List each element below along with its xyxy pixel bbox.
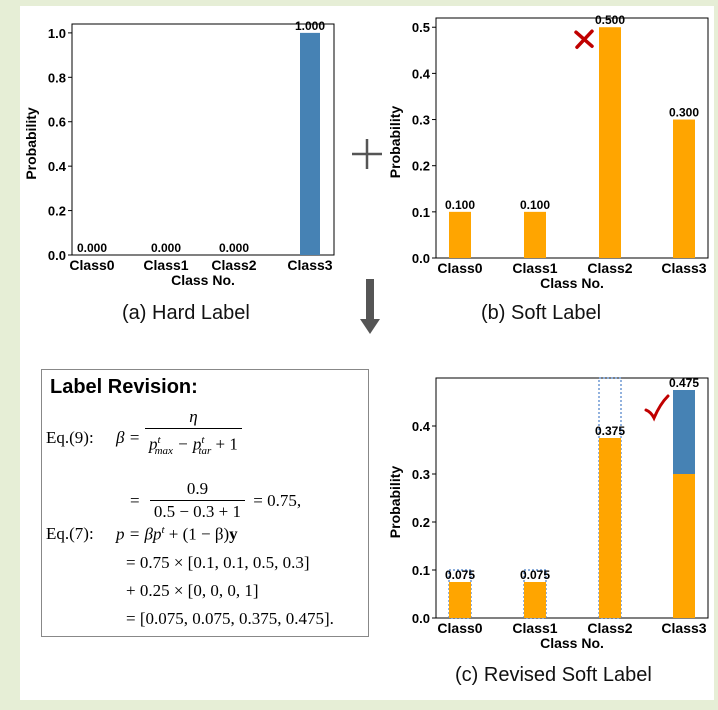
eq7-line1-y: y (229, 524, 238, 544)
data-label: 0.375 (595, 424, 625, 438)
x-tick-label: Class0 (69, 257, 114, 273)
bar-segment-0-class3 (673, 474, 695, 618)
revised-soft-label-chart: 0.0 0.1 0.2 0.3 0.4 0.075 0.075 0.375 0.475 Class… (387, 376, 709, 651)
soft-label-caption: (b) Soft Label (481, 302, 602, 324)
x-tick-label: Class3 (287, 257, 332, 273)
label-revision-box: Label Revision: Eq.(9): β = η ptmax − pt… (41, 369, 369, 637)
hard-label-caption: (a) Hard Label (122, 302, 250, 324)
x-tick-label: Class2 (211, 257, 256, 273)
bar-segment-1-class3 (673, 390, 695, 474)
x-tick-label: Class0 (437, 620, 482, 636)
data-label: 0.000 (151, 241, 181, 255)
y-tick-label: 0.5 (412, 20, 430, 35)
x-axis-label: Class No. (540, 275, 604, 291)
eq9-den-sup1: t (157, 434, 161, 446)
y-tick-label: 0.0 (412, 611, 430, 626)
y-tick-label: 0.2 (412, 515, 430, 530)
bar-segment-0-class1 (524, 582, 546, 618)
y-tick-label: 0.6 (48, 115, 66, 130)
eq9-line2: = 0.9 0.5 − 0.3 + 1 = 0.75, (130, 478, 301, 523)
hard-label-chart: 0.0 0.2 0.4 0.6 0.8 1.0 0.000 0.000 0.000 1.000 Cl… (23, 19, 335, 288)
y-tick-label: 0.1 (412, 563, 430, 578)
eq9-den-sup2: t (201, 434, 205, 446)
data-label: 1.000 (295, 19, 325, 33)
data-label: 0.000 (77, 241, 107, 255)
y-axis-label: Probability (387, 106, 403, 179)
y-axis-label: Probability (23, 107, 39, 180)
down-arrow-icon (360, 279, 380, 334)
plot-frame (71, 23, 335, 256)
eq9-eq2: = (130, 490, 140, 510)
eq9-den-sub2: tar (198, 445, 212, 458)
plot-frame (435, 17, 709, 259)
bar-segment-0-class2 (599, 438, 621, 618)
eq7-line2: = 0.75 × [0.1, 0.1, 0.5, 0.3] (126, 553, 310, 572)
eq9-den-minus: − p (172, 434, 202, 454)
eq9-numerator2: 0.9 (149, 478, 246, 501)
x-tick-label: Class0 (437, 260, 482, 276)
soft-label-chart: 0.0 0.1 0.2 0.3 0.4 0.5 0.100 0.100 0.500 0.300 Cl… (387, 13, 709, 291)
eq7-line1: p = βpt + (1 − β)y (116, 524, 238, 545)
bar-class0 (449, 211, 471, 258)
eq9-fraction: η ptmax − pttar + 1 (145, 406, 242, 462)
revised-soft-label-caption: (c) Revised Soft Label (455, 664, 652, 686)
x-tick-label: Class2 (587, 260, 632, 276)
y-tick-label: 1.0 (48, 26, 66, 41)
data-label: 0.500 (595, 13, 625, 27)
x-tick-label: Class3 (661, 620, 706, 636)
plus-icon (352, 139, 382, 169)
eq9-denominator2: 0.5 − 0.3 + 1 (153, 502, 242, 521)
eq9-result: = 0.75, (253, 490, 302, 510)
x-axis-label: Class No. (540, 635, 604, 651)
cross-icon (574, 29, 594, 49)
eq9-den-plus: + 1 (211, 434, 238, 454)
eq9-den-sub1: max (154, 445, 173, 458)
eq9-lhs: β = (116, 428, 141, 447)
x-tick-label: Class3 (661, 260, 706, 276)
eq7-label: Eq.(7): (46, 524, 94, 543)
x-tick-label: Class2 (587, 620, 632, 636)
x-axis-label: Class No. (171, 272, 235, 288)
bar-class3 (300, 32, 320, 256)
eq9-den-p1: p (149, 434, 158, 454)
label-revision-title: Label Revision: (50, 376, 198, 398)
eq9-label: Eq.(9): (46, 428, 94, 447)
y-tick-label: 0.0 (48, 248, 66, 263)
y-tick-label: 0.2 (412, 159, 430, 174)
data-label: 0.300 (669, 106, 699, 120)
y-tick-label: 0.3 (412, 113, 430, 128)
bar-class2 (599, 27, 621, 258)
plot-frame (435, 377, 709, 619)
eq7-line1-rest: + (1 − β) (164, 524, 230, 544)
x-tick-label: Class1 (512, 260, 557, 276)
data-label: 0.075 (445, 568, 475, 582)
y-tick-label: 0.8 (48, 70, 66, 85)
x-tick-label: Class1 (143, 257, 188, 273)
y-tick-label: 0.2 (48, 204, 66, 219)
y-tick-label: 0.4 (412, 419, 431, 434)
bar-class3 (673, 119, 695, 259)
y-axis-label: Probability (387, 466, 403, 539)
y-tick-label: 0.3 (412, 467, 430, 482)
y-tick-label: 0.1 (412, 205, 430, 220)
eq7-line4: = [0.075, 0.075, 0.375, 0.475]. (126, 609, 334, 628)
y-tick-label: 0.0 (412, 251, 430, 266)
data-label: 0.100 (445, 198, 475, 212)
data-label: 0.000 (219, 241, 249, 255)
y-tick-label: 0.4 (412, 66, 431, 81)
data-label: 0.075 (520, 568, 550, 582)
bar-class1 (524, 211, 546, 258)
y-tick-label: 0.4 (48, 159, 67, 174)
eq7-line1-sup: t (161, 524, 165, 536)
eq7-line1-a: p = βp (116, 524, 162, 544)
data-label: 0.100 (520, 198, 550, 212)
bar-segment-0-class0 (449, 582, 471, 618)
check-icon (644, 394, 670, 422)
eq9-numerator: η (189, 407, 198, 426)
x-tick-label: Class1 (512, 620, 557, 636)
eq7-line3: + 0.25 × [0, 0, 0, 1] (126, 581, 259, 600)
data-label: 0.475 (669, 376, 699, 390)
